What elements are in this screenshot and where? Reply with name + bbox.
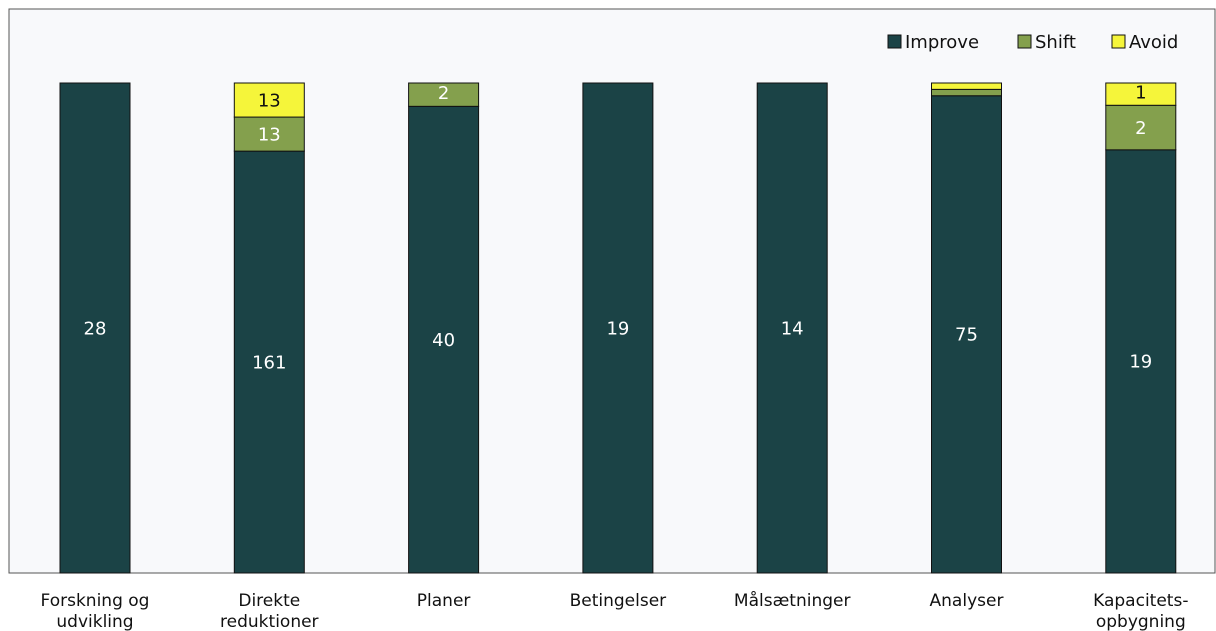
bar-avoid-7: [1105, 82, 1177, 106]
data-label-improve-4: 19: [606, 318, 629, 339]
data-label-improve-7: 19: [1129, 352, 1152, 373]
data-label-avoid-2: 13: [258, 90, 281, 111]
data-label-improve-1: 28: [84, 318, 107, 339]
bar-improve-2: [233, 150, 305, 574]
data-label-shift-3: 2: [438, 83, 449, 104]
legend-swatch-shift: [1017, 34, 1032, 49]
data-label-shift-7: 2: [1135, 118, 1146, 139]
data-label-improve-5: 14: [781, 318, 804, 339]
category-label-5: Målsætninger: [734, 590, 851, 611]
bar-shift-3: [408, 82, 480, 107]
legend-label-improve: Improve: [905, 32, 979, 53]
category-labels: Forskning og udvikling Direkte reduktioner P…: [41, 590, 1189, 631]
legend-swatch-improve: [887, 34, 902, 49]
bar-improve-4: [582, 82, 654, 574]
bar-avoid-6: [931, 82, 1002, 90]
data-label-improve-6: 75: [955, 325, 978, 346]
category-label-7: Kapacitets-opbygning: [1093, 591, 1188, 631]
bars-group: 28 161 13 13 40 2 19 14 75 19 2 1: [59, 82, 1177, 574]
bar-improve-7: [1105, 149, 1177, 574]
legend-label-shift: Shift: [1035, 32, 1076, 53]
bar-improve-6: [931, 95, 1002, 574]
data-label-avoid-7: 1: [1135, 83, 1146, 104]
legend-swatch-avoid: [1111, 34, 1126, 49]
category-label-1: Forskning og udvikling: [41, 591, 150, 631]
legend: Improve Shift Avoid: [887, 32, 1178, 53]
data-label-shift-2: 13: [258, 124, 281, 145]
bar-shift-6: [931, 88, 1002, 97]
category-label-3: Planer: [417, 591, 471, 611]
category-label-4: Betingelser: [570, 591, 667, 611]
bar-avoid-2: [233, 82, 305, 118]
data-label-improve-2: 161: [252, 352, 286, 373]
data-label-improve-3: 40: [432, 330, 455, 351]
bar-shift-7: [1105, 104, 1177, 151]
bar-improve-1: [59, 82, 131, 574]
category-label-6: Analyser: [930, 591, 1004, 611]
category-label-2: Direkte reduktioner: [220, 591, 319, 631]
bar-improve-3: [408, 105, 480, 574]
legend-label-avoid: Avoid: [1129, 32, 1178, 53]
bar-improve-5: [756, 82, 828, 574]
